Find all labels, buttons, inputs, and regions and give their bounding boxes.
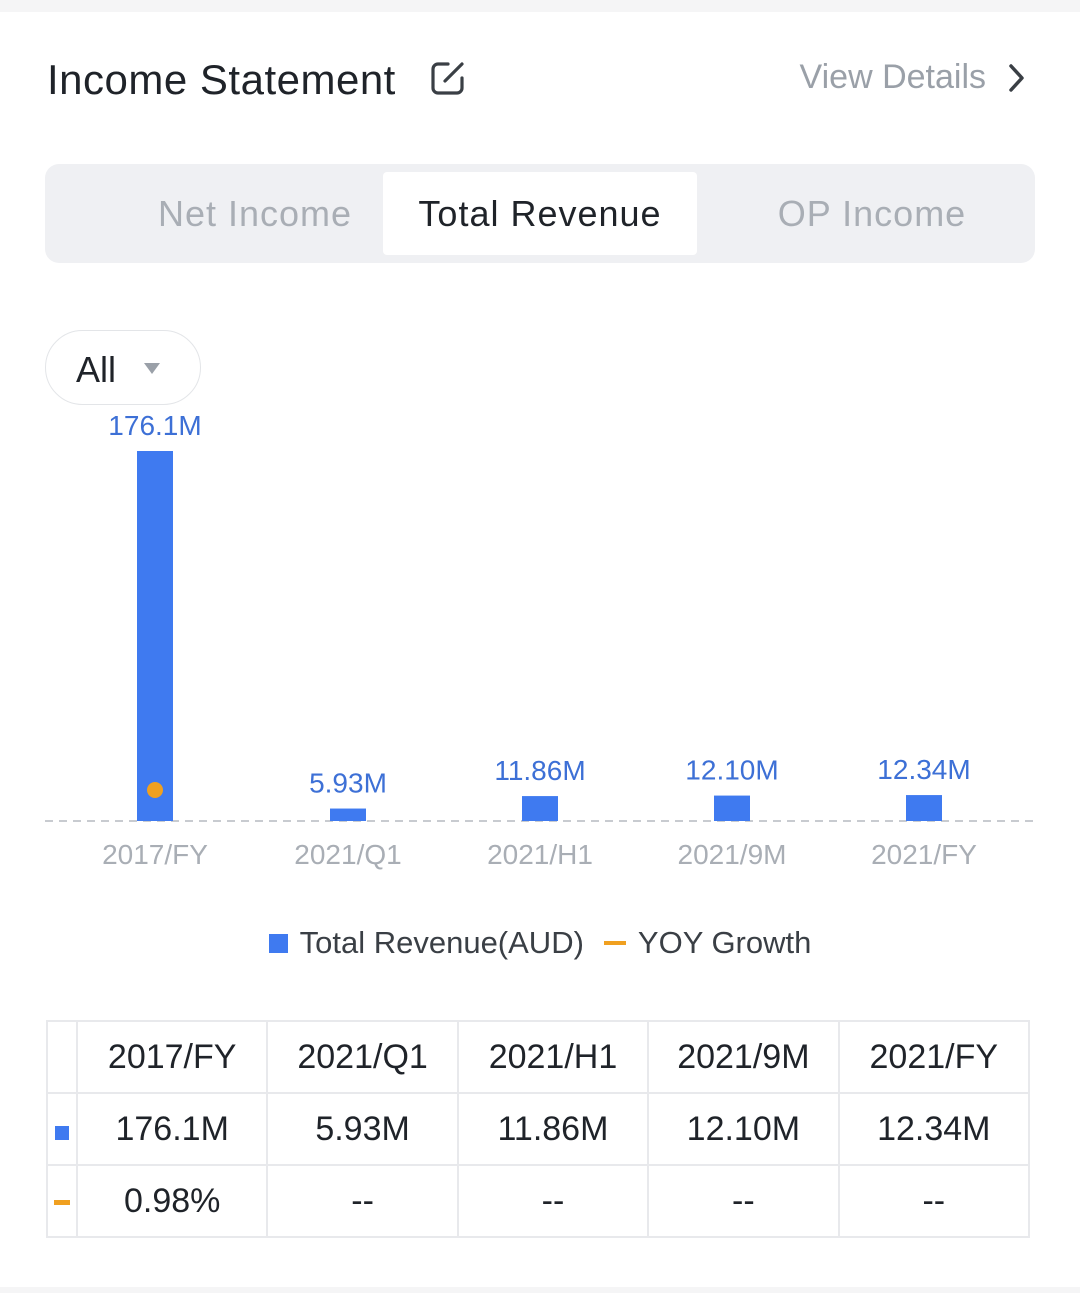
bar-2021-h1[interactable] [522,796,558,821]
bar-value-label: 176.1M [108,410,201,441]
bar-2021-fy[interactable] [906,795,942,821]
bar-2021-q1[interactable] [330,808,366,821]
page-title: Income Statement [47,56,396,103]
legend-revenue-label: Total Revenue(AUD) [299,925,584,960]
yoy-growth-point[interactable] [147,782,163,798]
table-header-cell: 2021/FY [837,1020,1031,1094]
legend-revenue-swatch [268,933,288,953]
view-details-link[interactable]: View Details [799,58,986,96]
table-cell: 0.98% [75,1164,269,1238]
bar-value-label: 12.34M [877,754,970,785]
table-header-cell: 2021/H1 [456,1020,650,1094]
period-filter-dropdown[interactable]: All [45,330,201,405]
table-row-growth: 0.98% -- -- -- -- [46,1164,1031,1238]
bar-2017-fy[interactable] [137,451,173,821]
tab-net-income[interactable]: Net Income [157,192,353,234]
edit-icon[interactable] [428,58,468,98]
bar-value-label: 12.10M [685,755,778,786]
tab-op-income[interactable]: OP Income [777,192,967,234]
table-header-row: 2017/FY 2021/Q1 2021/H1 2021/9M 2021/FY [46,1020,1031,1094]
table-header-cell: 2017/FY [75,1020,269,1094]
revenue-marker-icon [46,1092,78,1166]
x-tick-label: 2021/9M [678,839,787,870]
table-cell: -- [647,1164,840,1238]
table-row-revenue: 176.1M 5.93M 11.86M 12.10M 12.34M [46,1092,1031,1166]
x-tick-label: 2021/H1 [487,839,593,870]
table-corner-cell [46,1020,78,1094]
metric-tabs: Net Income Total Revenue OP Income [45,164,1035,263]
bar-2021-9m[interactable] [714,795,750,821]
table-cell: 176.1M [75,1092,269,1166]
x-tick-label: 2021/FY [871,839,977,870]
table-cell: 12.10M [647,1092,840,1166]
x-tick-label: 2017/FY [102,839,208,870]
growth-marker-icon [46,1164,78,1238]
table-cell: -- [456,1164,650,1238]
legend-growth-swatch [603,941,626,945]
table-cell: 5.93M [266,1092,459,1166]
table-cell: -- [266,1164,459,1238]
caret-down-icon [144,363,160,374]
legend-growth-label: YOY Growth [637,925,812,960]
period-filter-value: All [76,349,117,390]
table-header-cell: 2021/Q1 [266,1020,459,1094]
bar-value-label: 5.93M [309,768,387,799]
table-header-cell: 2021/9M [647,1020,840,1094]
revenue-bar-chart: 176.1M 2017/FY 5.93M 2021/Q1 11.86M 2021/H1 12… [45,410,1035,870]
table-cell: 11.86M [456,1092,650,1166]
tab-total-revenue[interactable]: Total Revenue [383,172,697,255]
table-cell: -- [837,1164,1031,1238]
chart-legend: Total Revenue(AUD) YOY Growth [0,925,1080,961]
x-tick-label: 2021/Q1 [294,839,401,870]
bar-value-label: 11.86M [494,755,585,786]
table-cell: 12.34M [837,1092,1031,1166]
chevron-right-icon[interactable] [1006,62,1028,94]
data-table: 2017/FY 2021/Q1 2021/H1 2021/9M 2021/FY … [46,1020,1031,1238]
